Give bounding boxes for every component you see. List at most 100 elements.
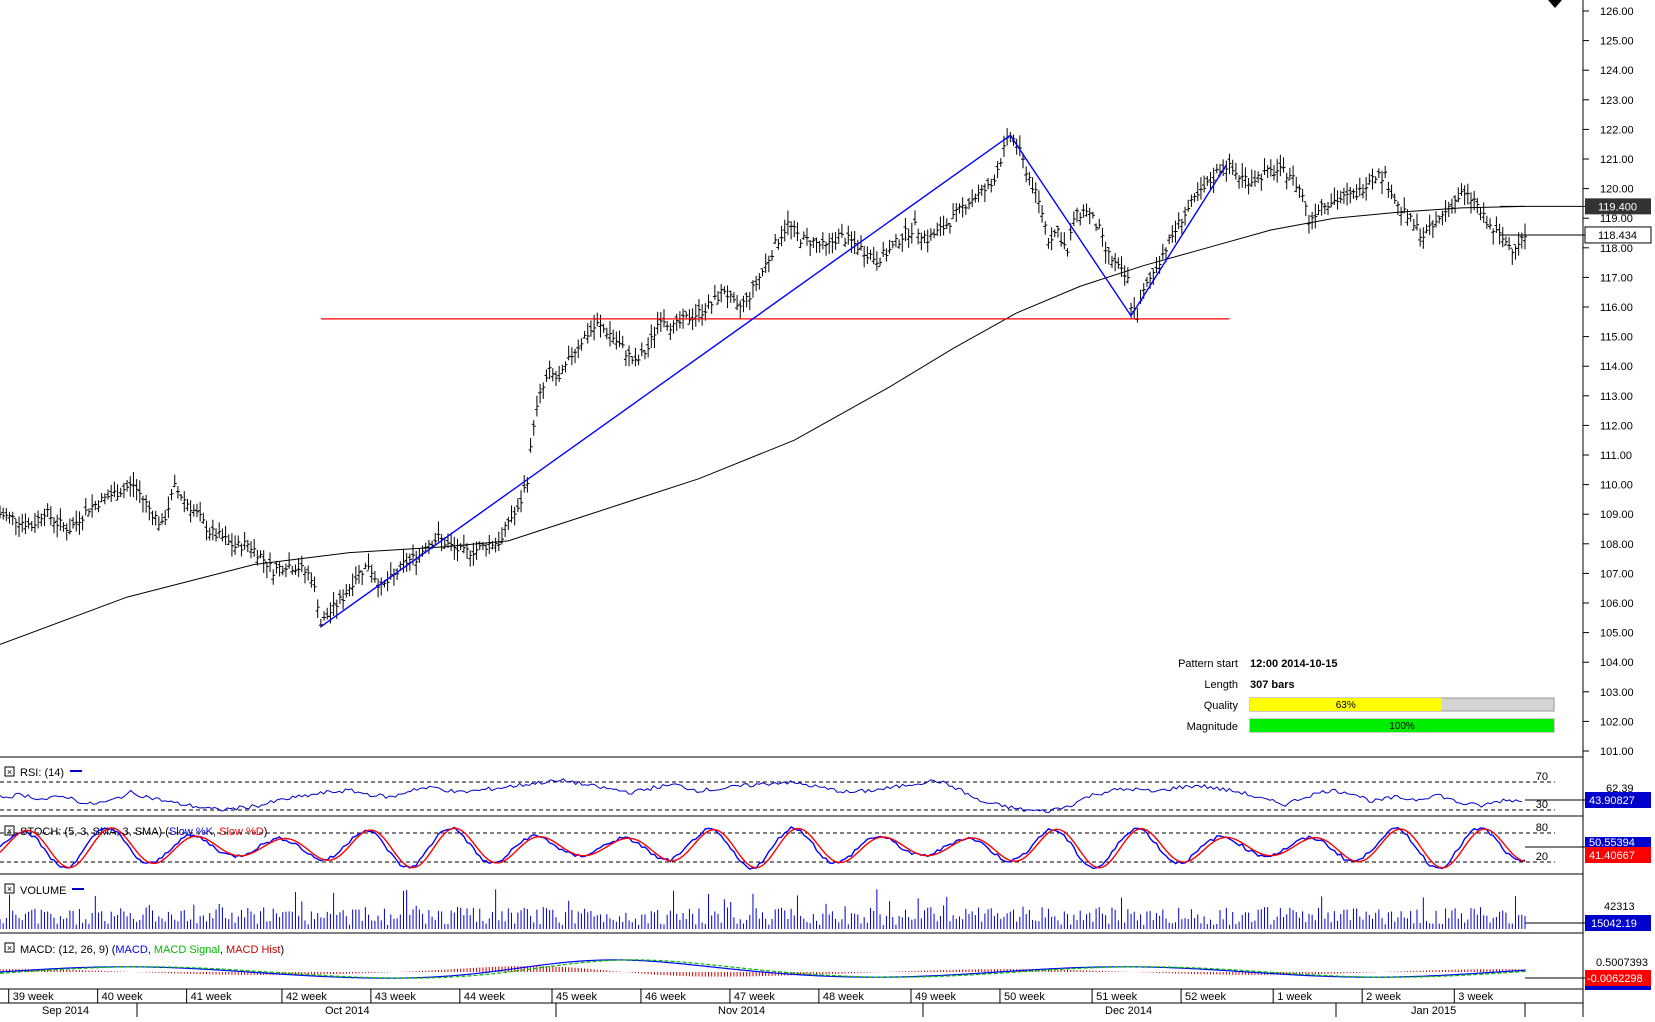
stoch-close-icon[interactable] <box>4 825 15 836</box>
pattern-quality-label: Quality <box>1204 700 1239 712</box>
stoch-panel: × STOCH: (5, 3, SMA, 3, SMA) (Slow %K, S… <box>0 815 1651 870</box>
week-label: 47 week <box>734 991 775 1003</box>
rsi-level-30-label: 30 <box>1536 799 1548 811</box>
volume-title: VOLUME <box>20 885 66 897</box>
month-label: Sep 2014 <box>42 1005 89 1017</box>
volume-extra-label: 42313 <box>1604 901 1635 913</box>
month-label: Oct 2014 <box>325 1005 370 1017</box>
week-label: 1 week <box>1277 991 1312 1003</box>
volume-bars <box>0 889 1526 929</box>
macd-close-icon[interactable] <box>4 942 15 953</box>
price-panel: 119.400 118.434 <box>0 128 1652 645</box>
price-tick-label: 110.00 <box>1600 480 1633 492</box>
svg-text:×: × <box>7 884 12 894</box>
price-tick-label: 111.00 <box>1600 450 1632 462</box>
price-tick-label: 108.00 <box>1600 539 1634 551</box>
volume-value-box <box>1585 915 1651 931</box>
stoch-d-value: 41.40667 <box>1589 850 1635 862</box>
price-tick-label: 126.00 <box>1600 6 1634 18</box>
week-label: 3 week <box>1458 991 1493 1003</box>
week-label: 46 week <box>645 991 686 1003</box>
stoch-level-20-label: 20 <box>1536 851 1548 863</box>
macd-panel: × MACD: (12, 26, 9) (MACD, MACD Signal, … <box>0 932 1651 990</box>
price-tick-label: 124.00 <box>1600 65 1634 77</box>
rsi-panel: × RSI: (14) 70 30 62.39 43.90827 <box>0 756 1651 813</box>
price-axis: 126.00 125.00 124.00 123.00 122.00 121.00 120.… <box>1583 6 1634 758</box>
month-label: Jan 2015 <box>1411 1005 1456 1017</box>
price-tick-label: 118.00 <box>1600 243 1633 255</box>
price-tick-label: 125.00 <box>1600 36 1634 48</box>
price-tick-label: 121.00 <box>1600 154 1634 166</box>
svg-text:×: × <box>7 826 12 836</box>
pattern-length-value: 307 bars <box>1250 679 1295 691</box>
pattern-info-box: Pattern start 12:00 2014-10-15 Length 30… <box>1178 658 1555 733</box>
price-tick-label: 120.00 <box>1600 184 1634 196</box>
volume-close-icon[interactable] <box>4 883 15 894</box>
macd-signal-line <box>0 959 1526 979</box>
price-tick-label: 114.00 <box>1600 361 1633 373</box>
stoch-level-80-label: 80 <box>1536 822 1548 834</box>
price-tick-label: 104.00 <box>1600 657 1634 669</box>
week-label: 52 week <box>1185 991 1226 1003</box>
volume-panel: × VOLUME 42313 15042.19 <box>0 873 1651 931</box>
price-tick-label: 113.00 <box>1600 391 1633 403</box>
macd-title: MACD: (12, 26, 9) (MACD, MACD Signal, MA… <box>20 944 284 956</box>
price-tick-label: 117.00 <box>1600 272 1633 284</box>
price-tick-label: 107.00 <box>1600 568 1634 580</box>
last-price-box <box>1584 226 1652 244</box>
macd-value-box <box>1585 970 1651 986</box>
macd-extra-label: 0.5007393 <box>1596 957 1648 969</box>
price-tick-label: 123.00 <box>1600 95 1634 107</box>
last-price: 118.434 <box>1598 230 1637 242</box>
price-tick-label: 116.00 <box>1600 302 1633 314</box>
svg-text:×: × <box>7 943 12 953</box>
quality-bar-fill <box>1250 698 1442 711</box>
stoch-d-line <box>0 827 1526 869</box>
moving-average-line <box>0 205 1526 645</box>
magnitude-bar-fill <box>1250 719 1554 732</box>
pattern-start-label: Pattern start <box>1178 658 1238 670</box>
week-label: 40 week <box>102 991 143 1003</box>
week-label: 48 week <box>823 991 864 1003</box>
price-tick-label: 102.00 <box>1600 716 1634 728</box>
quality-bar-text: 63% <box>1336 700 1356 711</box>
week-label: 44 week <box>464 991 505 1003</box>
pattern-magnitude-label: Magnitude <box>1187 721 1238 733</box>
week-label: 42 week <box>286 991 327 1003</box>
time-axis: 39 week 40 week 41 week 42 week 43 week 44 we… <box>0 988 1583 1017</box>
price-tick-label: 112.00 <box>1600 420 1633 432</box>
pattern-start-value: 12:00 2014-10-15 <box>1250 658 1337 670</box>
price-tick-label: 119.00 <box>1600 213 1633 225</box>
rsi-value: 43.90827 <box>1589 795 1635 807</box>
month-label: Dec 2014 <box>1105 1005 1152 1017</box>
scroll-down-icon[interactable] <box>1548 0 1562 8</box>
price-tick-label: 103.00 <box>1600 687 1634 699</box>
ma-value-box <box>1585 198 1651 215</box>
month-label: Nov 2014 <box>718 1005 765 1017</box>
rsi-title: RSI: (14) <box>20 767 64 779</box>
ma-value: 119.400 <box>1598 201 1637 213</box>
svg-text:×: × <box>7 767 12 777</box>
week-label: 45 week <box>556 991 597 1003</box>
stoch-k-line <box>0 826 1526 870</box>
stoch-k-value-box <box>1585 837 1651 847</box>
stoch-title: STOCH: (5, 3, SMA, 3, SMA) (Slow %K, Slo… <box>20 826 267 838</box>
week-label: 41 week <box>191 991 232 1003</box>
magnitude-bar-text: 100% <box>1389 721 1415 732</box>
rsi-line <box>0 778 1522 813</box>
price-bars <box>0 128 1527 628</box>
price-tick-label: 105.00 <box>1600 628 1634 640</box>
stoch-k-value: 50.55394 <box>1589 837 1635 849</box>
rsi-value-box <box>1585 792 1651 808</box>
rsi-close-icon[interactable] <box>4 766 15 777</box>
stoch-d-value-box <box>1585 847 1651 863</box>
volume-value: 15042.19 <box>1591 918 1637 930</box>
price-tick-label: 115.00 <box>1600 332 1633 344</box>
macd-value: -0.0062298 <box>1587 973 1643 985</box>
pattern-length-label: Length <box>1204 679 1238 691</box>
rsi-level-70-label: 70 <box>1536 771 1548 783</box>
week-label: 49 week <box>915 991 956 1003</box>
macd-line <box>0 959 1526 979</box>
